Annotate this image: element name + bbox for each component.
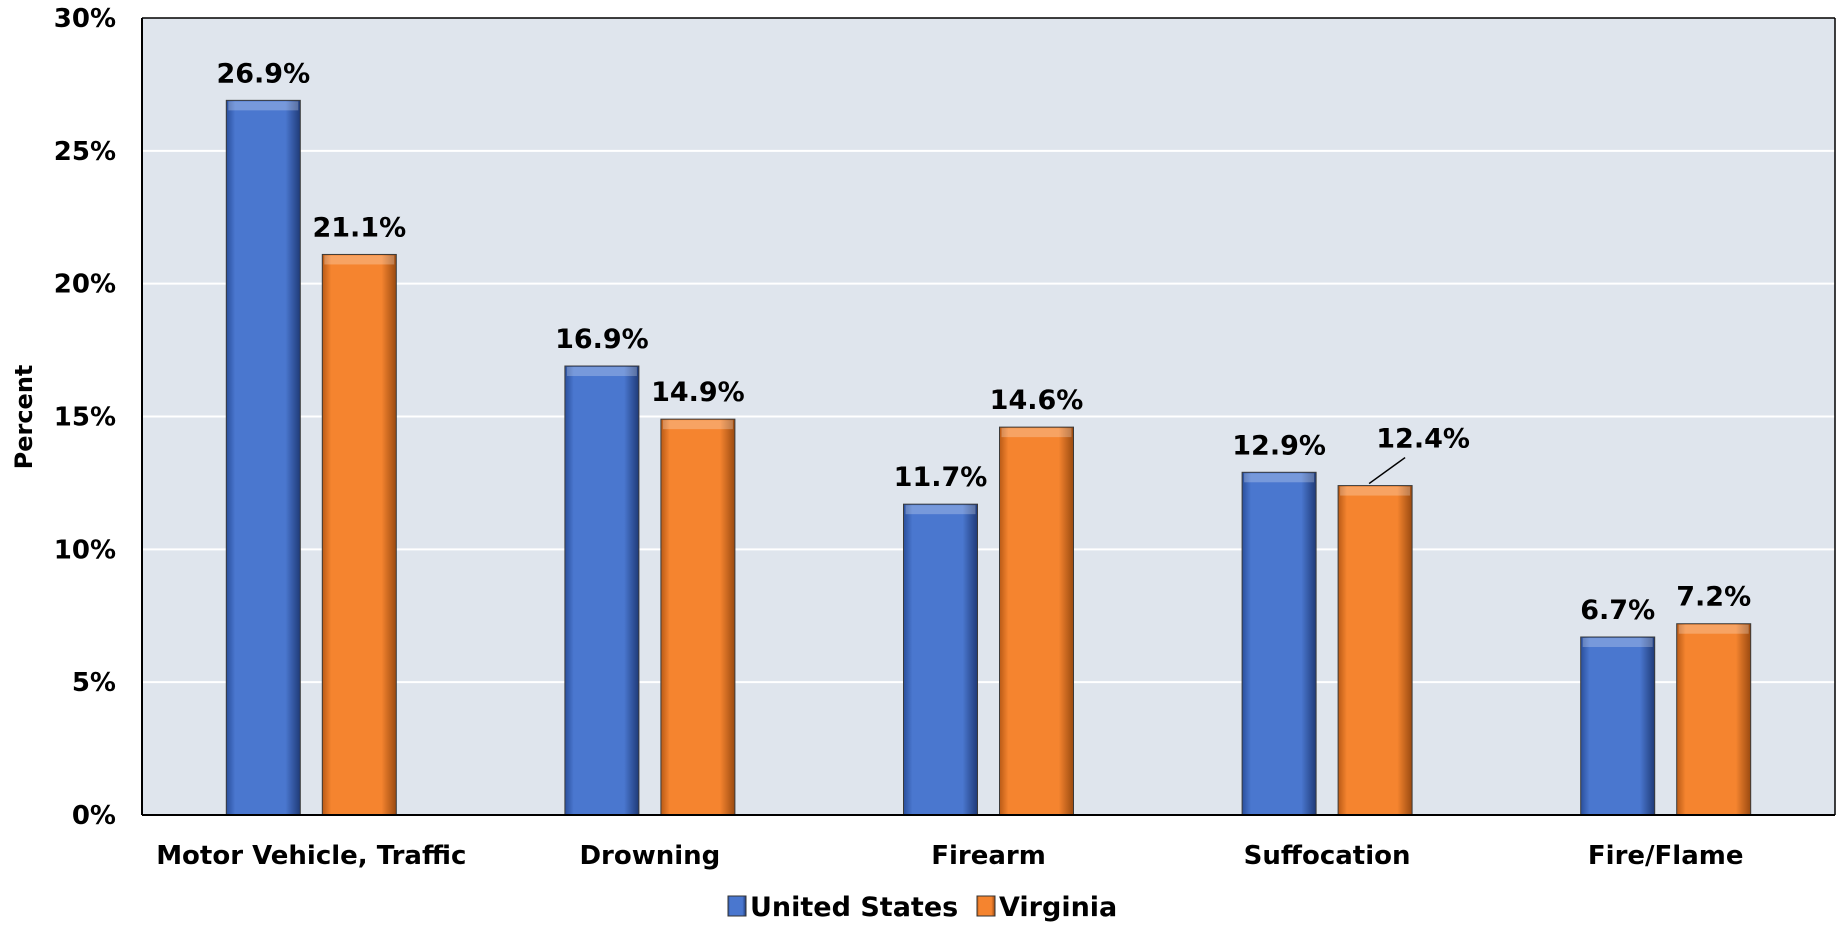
data-label: 7.2%	[1676, 582, 1751, 613]
bar-united-states	[225, 99, 301, 816]
bar-virginia	[1676, 623, 1752, 816]
bar-bevel	[1001, 428, 1072, 438]
data-label: 16.9%	[555, 324, 649, 355]
bar-bevel	[228, 101, 299, 111]
legend-label: Virginia	[999, 892, 1117, 923]
y-axis-label: Percent	[10, 365, 38, 470]
data-label: 26.9%	[216, 58, 310, 89]
data-label: 12.9%	[1232, 430, 1326, 461]
y-tick-label: 10%	[54, 535, 116, 565]
x-tick-labels: Motor Vehicle, Traffic Drowning Firearm Suf…	[156, 841, 1743, 871]
gridlines	[142, 149, 1835, 684]
category-label: Fire/Flame	[1588, 841, 1744, 871]
data-label: 21.1%	[312, 212, 406, 243]
category-label: Suffocation	[1244, 841, 1411, 871]
legend: United States Virginia	[727, 892, 1117, 923]
category-label: Motor Vehicle, Traffic	[156, 841, 466, 871]
legend-swatch	[727, 895, 747, 917]
data-label: 6.7%	[1580, 595, 1655, 626]
y-tick-label: 25%	[54, 137, 116, 167]
y-tick-label: 30%	[54, 4, 116, 34]
bar-bevel	[905, 505, 976, 515]
y-tick-label: 15%	[54, 403, 116, 433]
leader-line	[1368, 456, 1406, 485]
bar-united-states	[1241, 471, 1317, 816]
y-tick-labels: 0% 5% 10% 15% 20% 25% 30%	[54, 4, 116, 831]
bar-virginia	[1337, 485, 1413, 816]
data-label: 12.4%	[1376, 424, 1470, 455]
legend-swatch	[976, 895, 996, 917]
y-tick-label: 20%	[54, 270, 116, 300]
bar-bevel	[662, 420, 733, 430]
bar-bevel	[1340, 486, 1411, 496]
bar-united-states	[903, 503, 978, 816]
bar-virginia	[660, 418, 736, 816]
y-tick-label: 0%	[72, 801, 116, 831]
bars	[225, 99, 1752, 816]
bar-virginia	[999, 426, 1074, 816]
data-label: 11.7%	[894, 462, 988, 493]
bar-united-states	[564, 365, 640, 816]
y-tick-label: 5%	[72, 668, 116, 698]
bar-bevel	[1678, 624, 1749, 634]
bar-bevel	[1582, 638, 1653, 648]
bar-bevel	[324, 255, 395, 265]
category-label: Firearm	[931, 841, 1046, 871]
bar-united-states	[1580, 636, 1656, 816]
data-label: 14.9%	[651, 377, 745, 408]
data-label: 14.6%	[990, 385, 1084, 416]
bar-bevel	[566, 367, 637, 377]
data-labels: 26.9% 21.1% 16.9%14.9% 11.7% 14.6% 12.9% 12.4%…	[216, 58, 1751, 626]
category-label: Drowning	[579, 841, 720, 871]
legend-label: United States	[750, 892, 958, 923]
bar-bevel	[1244, 473, 1315, 483]
bar-virginia	[321, 253, 397, 816]
